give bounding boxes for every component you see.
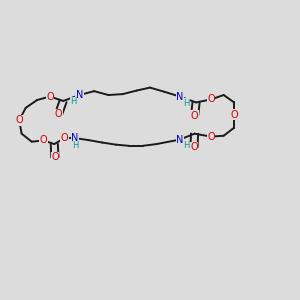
Text: O: O (230, 110, 238, 120)
Text: O: O (61, 133, 68, 143)
Text: O: O (191, 111, 198, 121)
Text: N: N (176, 135, 183, 145)
Text: O: O (46, 92, 54, 101)
Text: O: O (190, 142, 198, 152)
Text: N: N (176, 92, 183, 101)
Text: H: H (183, 98, 189, 107)
Text: O: O (55, 109, 62, 119)
Text: O: O (207, 132, 215, 142)
Text: N: N (71, 133, 79, 143)
Text: O: O (207, 94, 215, 104)
Text: O: O (40, 136, 47, 146)
Text: O: O (51, 152, 59, 162)
Text: O: O (15, 115, 23, 125)
Text: H: H (72, 141, 78, 150)
Text: H: H (70, 97, 76, 106)
Text: N: N (76, 90, 83, 100)
Text: H: H (183, 141, 189, 150)
